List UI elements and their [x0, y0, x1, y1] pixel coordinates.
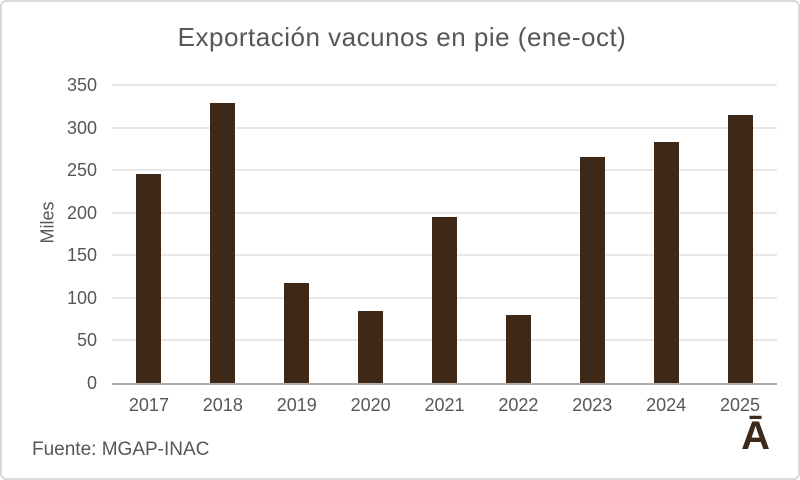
bar-2018 — [210, 102, 236, 383]
bar-2024 — [653, 142, 679, 383]
y-tick-label-200: 200 — [66, 202, 97, 223]
gridline-250 — [112, 169, 777, 172]
plot-area — [112, 84, 777, 385]
y-tick-label-150: 150 — [66, 245, 97, 266]
bar-2022 — [505, 314, 531, 383]
x-tick-label-2019: 2019 — [276, 395, 317, 415]
y-tick-label-0: 0 — [86, 373, 97, 393]
bar-2019 — [284, 283, 310, 383]
x-tick-label-2017: 2017 — [128, 395, 169, 415]
x-tick-label-2025: 2025 — [720, 395, 761, 415]
bar-2023 — [579, 157, 605, 383]
x-tick-label-2022: 2022 — [498, 395, 539, 415]
bar-2025 — [727, 114, 753, 383]
x-tick-label-2023: 2023 — [572, 395, 613, 415]
source-caption: Fuente: MGAP-INAC — [32, 439, 210, 460]
y-tick-label-50: 50 — [76, 330, 97, 351]
gridline-200 — [112, 211, 777, 214]
y-tick-label-100: 100 — [66, 287, 97, 308]
bar-2017 — [136, 173, 162, 383]
x-tick-label-2024: 2024 — [646, 395, 687, 415]
x-tick-label-2018: 2018 — [202, 395, 243, 415]
y-tick-label-250: 250 — [66, 160, 97, 181]
y-tick-label-350: 350 — [66, 75, 97, 95]
y-tick-label-300: 300 — [66, 117, 97, 138]
brand-logo: Ā — [741, 414, 770, 458]
gridline-300 — [112, 126, 777, 129]
bar-2020 — [358, 310, 384, 383]
gridline-350 — [112, 84, 777, 86]
x-tick-label-2021: 2021 — [424, 395, 465, 415]
bar-2021 — [432, 216, 457, 383]
x-tick-label-2020: 2020 — [350, 395, 391, 415]
chart-title: Exportación vacunos en pie (ene-oct) — [177, 22, 627, 52]
